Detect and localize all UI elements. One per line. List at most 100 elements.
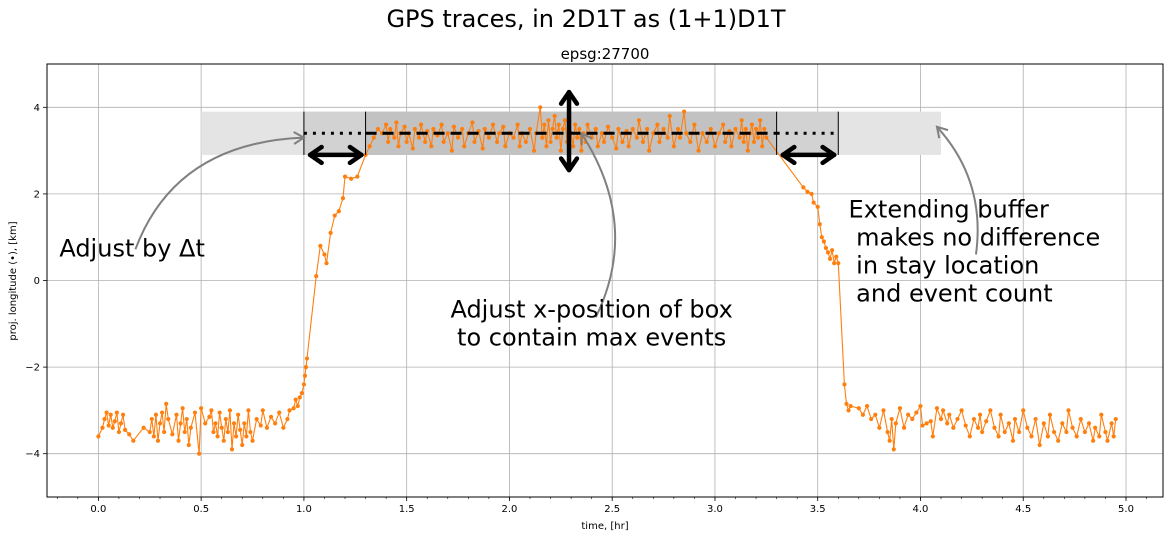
- data-point: [756, 135, 761, 140]
- annotation-adjust-position: Adjust x-position of box to contain max e…: [450, 295, 732, 351]
- data-point: [1060, 421, 1065, 426]
- data-point: [636, 118, 642, 123]
- data-point: [367, 144, 372, 149]
- arrow-head: [780, 144, 797, 166]
- data-point: [342, 174, 348, 179]
- data-point: [708, 126, 713, 132]
- data-point: [260, 408, 265, 413]
- data-point: [605, 124, 611, 129]
- x-tick-label: 0.5: [193, 504, 209, 515]
- data-point: [1021, 408, 1026, 413]
- x-tick-label: 3.5: [810, 504, 826, 515]
- data-point: [503, 144, 508, 149]
- arrow-head: [820, 144, 837, 166]
- data-point: [889, 416, 894, 422]
- data-point: [661, 126, 666, 132]
- data-point: [801, 185, 806, 190]
- data-point: [515, 122, 520, 127]
- data-point: [219, 425, 224, 430]
- data-point: [729, 144, 734, 149]
- data-point: [151, 434, 156, 439]
- data-point: [238, 427, 243, 432]
- data-point: [449, 148, 454, 153]
- data-point: [554, 135, 559, 140]
- data-point: [928, 419, 933, 424]
- data-point: [211, 429, 216, 435]
- data-point: [906, 412, 911, 417]
- data-point: [100, 425, 105, 430]
- data-point: [677, 135, 683, 140]
- data-point: [836, 261, 841, 266]
- data-point: [860, 412, 866, 417]
- data-point: [684, 131, 689, 136]
- data-point: [1029, 434, 1034, 439]
- data-point: [1086, 421, 1092, 426]
- data-point: [934, 406, 940, 411]
- data-point: [174, 412, 179, 417]
- data-point: [571, 144, 576, 149]
- data-point: [996, 434, 1001, 439]
- data-point: [445, 131, 450, 136]
- data-point: [834, 254, 839, 259]
- data-point: [825, 250, 831, 255]
- data-point: [166, 416, 171, 422]
- data-point: [552, 113, 557, 119]
- data-point: [110, 425, 115, 430]
- data-point: [480, 146, 485, 151]
- data-point: [324, 261, 329, 266]
- annotation-arrows: [134, 125, 979, 318]
- data-point: [112, 419, 117, 424]
- data-point: [832, 261, 837, 266]
- data-point: [675, 126, 681, 132]
- y-axis-label: proj. longitude (•), [km]: [8, 221, 19, 340]
- data-point: [246, 408, 251, 413]
- data-point: [556, 122, 561, 127]
- axis-ticks: 0.0 0.5 1.0 1.5 2.0 2.5 3.0 3.5 4.0 4.5 5.0 −4 −2 0 2 4: [25, 103, 1147, 515]
- data-point: [472, 139, 477, 145]
- data-point: [821, 239, 826, 244]
- data-point: [558, 148, 563, 153]
- data-point: [739, 118, 744, 123]
- data-point: [947, 412, 952, 417]
- data-point: [164, 401, 169, 407]
- data-point: [285, 416, 290, 422]
- data-point: [1099, 412, 1104, 417]
- data-point: [416, 135, 422, 140]
- x-tick-label: 2.0: [501, 504, 517, 515]
- data-point: [301, 382, 307, 387]
- data-point: [811, 200, 816, 205]
- data-point: [593, 126, 598, 132]
- data-point: [215, 434, 220, 439]
- data-point: [716, 131, 722, 136]
- data-point: [328, 230, 333, 235]
- data-point: [460, 126, 465, 132]
- data-point: [236, 412, 241, 417]
- data-point: [439, 122, 444, 127]
- y-tick-label: 0: [34, 276, 40, 287]
- data-point: [127, 432, 132, 437]
- data-point: [1109, 421, 1114, 426]
- data-point: [396, 144, 401, 149]
- data-point: [741, 139, 746, 145]
- data-point: [149, 416, 154, 422]
- data-point: [170, 432, 175, 437]
- data-point: [864, 403, 870, 409]
- data-point: [203, 421, 208, 426]
- data-point: [1037, 442, 1042, 448]
- data-point: [225, 429, 230, 435]
- data-point: [147, 429, 152, 435]
- data-point: [384, 122, 389, 127]
- data-point: [322, 252, 327, 257]
- data-point: [550, 126, 555, 132]
- data-point: [304, 356, 310, 361]
- data-point: [544, 144, 549, 149]
- data-point: [242, 421, 247, 426]
- data-point: [671, 144, 676, 149]
- data-point: [1017, 429, 1022, 435]
- data-point: [830, 248, 835, 253]
- data-point: [856, 406, 861, 411]
- data-point: [441, 139, 446, 145]
- data-point: [897, 406, 903, 411]
- data-point: [1012, 416, 1018, 422]
- data-point: [412, 126, 417, 132]
